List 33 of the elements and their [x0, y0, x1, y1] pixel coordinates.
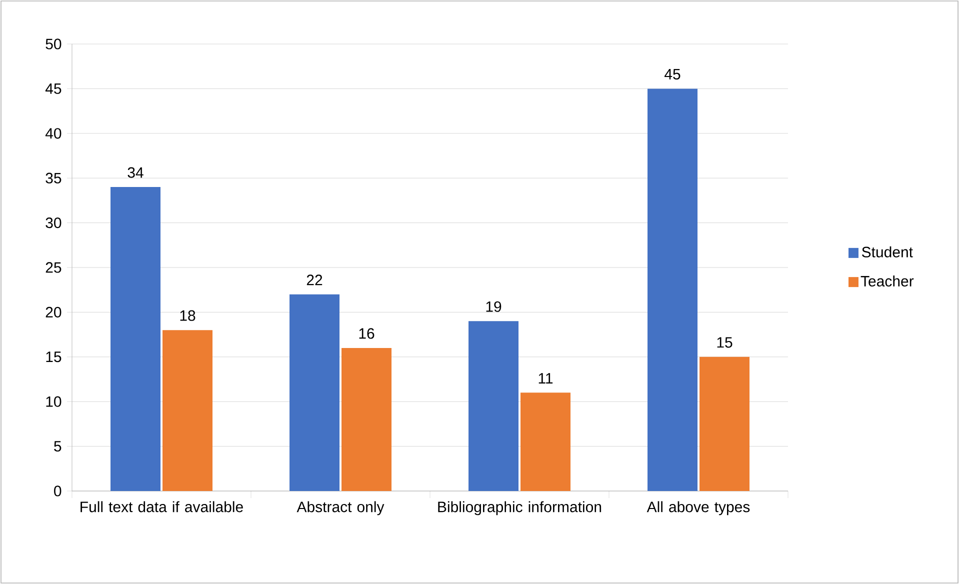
y-tick-label: 45 — [45, 83, 62, 94]
x-tick-label: Abstract only — [296, 501, 384, 516]
bar — [290, 294, 340, 491]
y-tick-label: 25 — [46, 262, 62, 273]
y-tick-label: 10 — [46, 396, 62, 407]
data-label: 16 — [359, 328, 374, 339]
data-label: 22 — [306, 274, 322, 286]
y-tick-label: 20 — [46, 306, 62, 318]
bar — [342, 348, 392, 491]
y-tick-label: 40 — [45, 128, 62, 139]
bar — [648, 88, 698, 491]
y-tick-label: 5 — [54, 441, 62, 452]
y-tick-label: 15 — [46, 352, 62, 362]
legend-label: Student — [862, 246, 913, 258]
data-label: 45 — [664, 69, 680, 80]
bar — [468, 321, 518, 491]
bar — [110, 187, 160, 491]
bar — [520, 392, 571, 491]
legend-label: Teacher — [860, 276, 914, 287]
data-label: 18 — [180, 310, 196, 321]
data-label: 34 — [128, 167, 144, 178]
bar — [700, 356, 750, 491]
data-label: 19 — [486, 301, 502, 312]
y-tick-label: 50 — [46, 38, 62, 50]
data-label: 11 — [538, 373, 553, 384]
x-tick-label: Full text data if available — [80, 501, 243, 512]
y-tick-label: 35 — [46, 172, 62, 184]
data-label: 15 — [717, 337, 732, 348]
y-tick-label: 30 — [46, 217, 62, 228]
bar — [162, 330, 212, 491]
y-tick-label: 0 — [54, 486, 62, 496]
x-tick-label: Bibliographic information — [438, 501, 602, 516]
x-tick-label: All above types — [646, 501, 750, 516]
